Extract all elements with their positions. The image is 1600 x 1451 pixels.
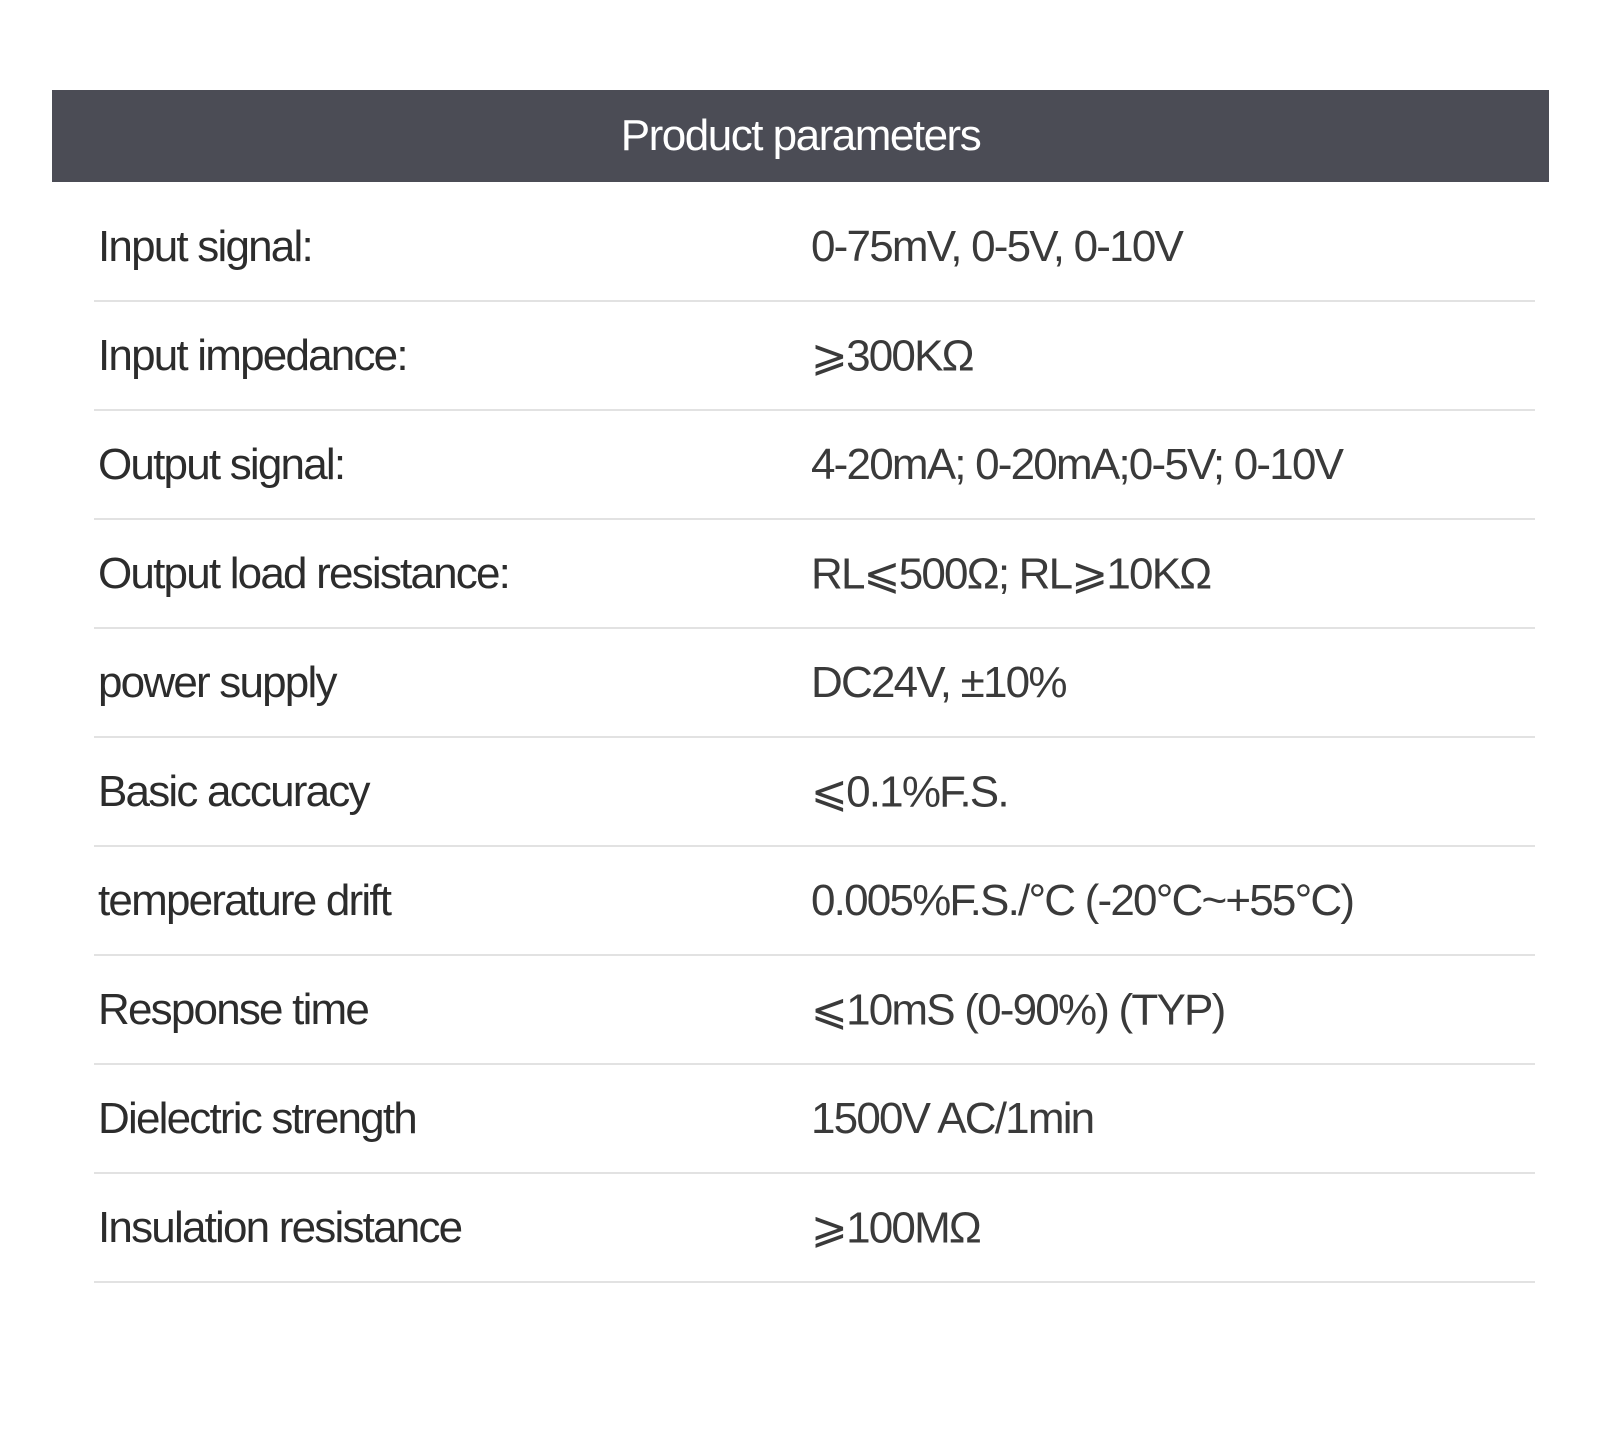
param-value: ⩽0.1%F.S. (811, 767, 1010, 816)
param-label: Input impedance: (98, 330, 409, 380)
table-row: Input impedance: ⩾300KΩ (94, 302, 1535, 411)
param-label: Basic accuracy (98, 766, 370, 816)
param-value: RL⩽500Ω; RL⩾10KΩ (811, 549, 1212, 598)
param-value: DC24V, ±10% (811, 657, 1067, 707)
param-value: 0-75mV, 0-5V, 0-10V (811, 221, 1184, 271)
param-label: Insulation resistance (98, 1202, 463, 1252)
param-label: Output signal: (98, 439, 346, 489)
param-label: Input signal: (98, 221, 314, 271)
table-row: Basic accuracy ⩽0.1%F.S. (94, 738, 1535, 847)
param-label: power supply (98, 657, 337, 707)
param-value: 4-20mA; 0-20mA;0-5V; 0-10V (811, 439, 1344, 489)
param-label: Output load resistance: (98, 548, 511, 598)
param-value: ⩾300KΩ (811, 331, 975, 380)
param-value: 1500V AC/1min (811, 1093, 1095, 1143)
table-row: Dielectric strength 1500V AC/1min (94, 1065, 1535, 1174)
header-bar: Product parameters (52, 90, 1549, 182)
param-value: ⩽10mS (0-90%) (TYP) (811, 985, 1226, 1034)
table-row: Response time ⩽10mS (0-90%) (TYP) (94, 956, 1535, 1065)
table-row: Input signal: 0-75mV, 0-5V, 0-10V (94, 193, 1535, 302)
parameter-table: Input signal: 0-75mV, 0-5V, 0-10V Input im… (94, 193, 1535, 1283)
param-label: Dielectric strength (98, 1093, 418, 1143)
table-row: temperature drift 0.005%F.S./°C (-20°C~+5… (94, 847, 1535, 956)
table-row: power supply DC24V, ±10% (94, 629, 1535, 738)
header-title: Product parameters (620, 111, 982, 160)
param-value: ⩾100MΩ (811, 1203, 982, 1252)
param-label: Response time (98, 984, 370, 1034)
param-value: 0.005%F.S./°C (-20°C~+55°C) (811, 875, 1355, 925)
table-row: Output load resistance: RL⩽500Ω; RL⩾10KΩ (94, 520, 1535, 629)
table-row: Insulation resistance ⩾100MΩ (94, 1174, 1535, 1283)
param-label: temperature drift (98, 875, 392, 925)
table-row: Output signal: 4-20mA; 0-20mA;0-5V; 0-10V (94, 411, 1535, 520)
